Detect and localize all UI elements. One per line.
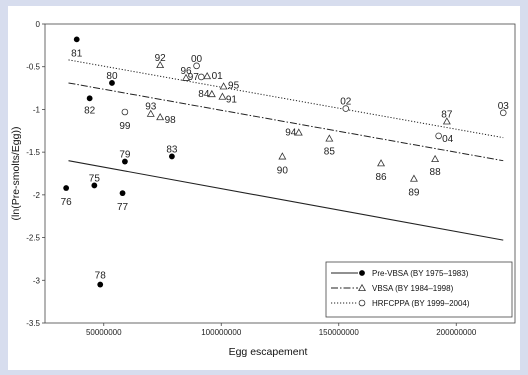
data-label-92: 92 [155, 53, 167, 64]
data-label-87: 87 [441, 109, 453, 120]
data-point-83 [169, 153, 175, 160]
data-point-94 [294, 128, 303, 136]
data-label-81: 81 [71, 48, 83, 59]
data-point-89 [409, 174, 418, 182]
data-label-85: 85 [324, 146, 336, 157]
data-point-86 [377, 159, 386, 167]
data-point-93 [146, 109, 155, 117]
data-point-88 [431, 154, 440, 163]
data-label-90: 90 [277, 165, 289, 176]
legend-entry: HRFCPPA (BY 1999–2004) [372, 299, 470, 308]
data-point-01 [203, 71, 212, 80]
data-point-00 [193, 62, 200, 70]
fit-line-dotted [68, 59, 504, 139]
data-point-80 [109, 80, 115, 86]
legend-entry: Pre-VBSA (BY 1975–1983) [372, 269, 469, 278]
data-label-80: 80 [106, 71, 118, 82]
data-label-97: 97 [188, 72, 200, 83]
data-point-76 [63, 185, 70, 191]
y-tick-label: -1.5 [26, 148, 40, 157]
y-tick-label: -3 [33, 276, 41, 285]
data-label-02: 02 [340, 97, 352, 108]
data-point-79 [122, 158, 128, 165]
legend [325, 261, 513, 318]
data-point-03 [499, 109, 507, 117]
data-label-91: 91 [226, 95, 238, 106]
data-label-04: 04 [442, 134, 454, 145]
y-tick-label: 0 [36, 20, 41, 29]
data-label-03: 03 [498, 101, 510, 112]
data-point-87 [442, 117, 451, 125]
data-label-99: 99 [119, 121, 131, 132]
chart-panel: 0 -0.5 -1 -1.5 -2 -2.5 -3 -3.5 50000000 100000000… [8, 6, 520, 370]
data-point-81 [73, 36, 80, 43]
data-label-77: 77 [117, 202, 129, 213]
y-axis-label: (ln(Pre-smolts/Egg)) [10, 127, 22, 221]
data-label-83: 83 [166, 144, 178, 155]
data-label-94: 94 [285, 127, 297, 138]
x-tick-label: 150000000 [319, 328, 360, 337]
data-label-86: 86 [375, 172, 387, 183]
data-point-92 [156, 60, 165, 69]
y-tick-label: -2.5 [26, 234, 40, 243]
data-point-04 [435, 132, 442, 140]
data-point-90 [278, 152, 287, 160]
data-point-75 [91, 182, 98, 189]
data-point-95 [219, 82, 228, 90]
data-point-96 [182, 73, 190, 81]
data-point-02 [342, 105, 350, 112]
data-label-00: 00 [191, 54, 203, 65]
data-label-89: 89 [408, 188, 420, 199]
legend-marker-open-circle [358, 299, 366, 307]
data-label-82: 82 [84, 105, 96, 116]
data-point-82 [86, 95, 93, 102]
fit-line-solid [68, 160, 504, 241]
y-tick-label: -3.5 [26, 319, 40, 328]
data-label-79: 79 [119, 150, 131, 161]
data-label-76: 76 [61, 197, 73, 208]
data-label-96: 96 [180, 66, 192, 77]
plot-area [44, 23, 516, 324]
y-tick-label: -0.5 [26, 63, 40, 72]
data-label-78: 78 [95, 271, 107, 282]
legend-entry: VBSA (BY 1984–1998) [372, 284, 454, 293]
data-point-97 [197, 73, 205, 81]
data-label-88: 88 [430, 167, 442, 178]
data-point-77 [119, 190, 126, 197]
x-tick-label: 50000000 [86, 328, 122, 337]
data-point-99 [121, 108, 129, 116]
y-tick-label: -1 [33, 105, 41, 114]
data-label-01: 01 [212, 71, 224, 82]
data-label-98: 98 [165, 115, 177, 126]
data-point-78 [97, 281, 104, 288]
data-label-93: 93 [145, 102, 157, 113]
data-point-84 [207, 89, 216, 98]
data-label-75: 75 [89, 173, 101, 184]
y-tick-label: -2 [33, 191, 41, 200]
data-label-84: 84 [198, 89, 210, 100]
x-tick-label: 100000000 [201, 328, 242, 337]
fit-line-dash-dot [68, 82, 504, 162]
data-point-91 [218, 92, 227, 100]
data-label-95: 95 [228, 80, 240, 91]
legend-marker-triangle [358, 283, 366, 292]
legend-marker-filled-circle [359, 270, 365, 276]
scatter-chart: 0 -0.5 -1 -1.5 -2 -2.5 -3 -3.5 50000000 100000000… [10, 20, 516, 358]
data-point-98 [156, 112, 165, 121]
data-point-85 [325, 134, 334, 142]
x-tick-label: 200000000 [436, 328, 477, 337]
x-axis-label: Egg escapement [229, 346, 308, 358]
